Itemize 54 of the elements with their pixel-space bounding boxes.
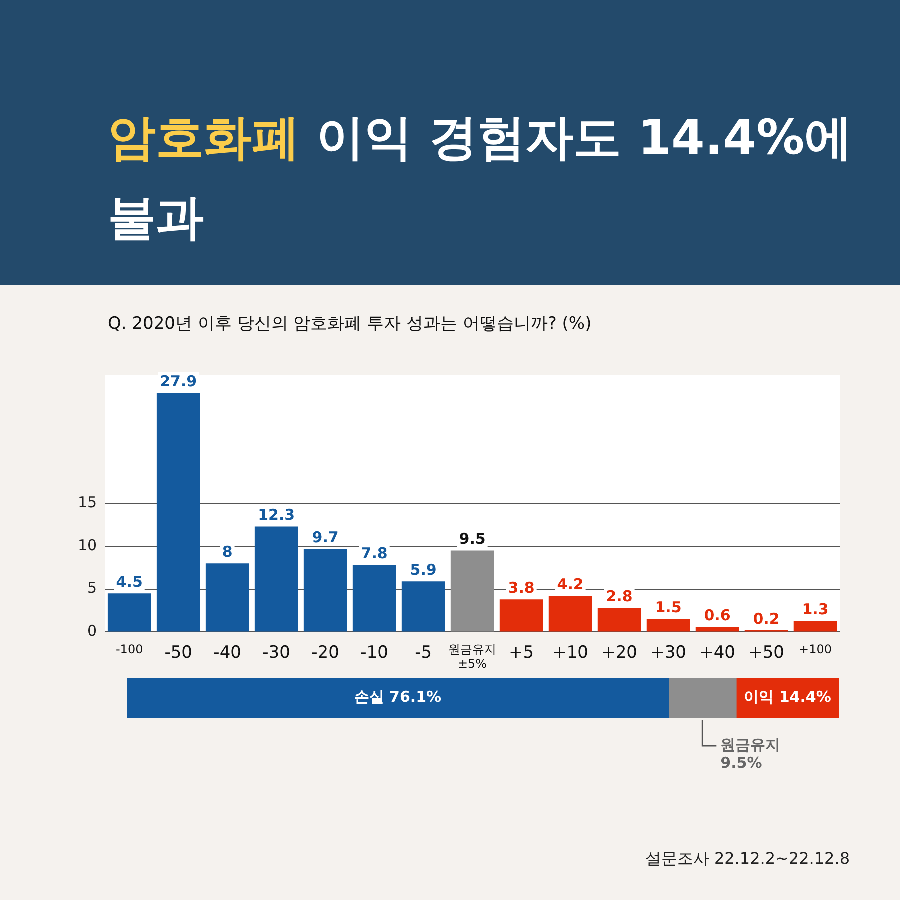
bar bbox=[696, 627, 740, 632]
x-tick-label: +20 bbox=[602, 642, 638, 663]
data-label: 9.7 bbox=[312, 528, 339, 546]
data-label: 원금유지 9.5% bbox=[720, 736, 781, 772]
data-label: 5.9 bbox=[410, 561, 437, 580]
bar bbox=[352, 565, 396, 632]
data-label: 1.3 bbox=[802, 600, 829, 618]
bar bbox=[598, 608, 642, 632]
bar bbox=[794, 621, 838, 632]
x-tick-label: +40 bbox=[700, 642, 736, 663]
data-label: 0.2 bbox=[753, 610, 780, 628]
x-tick-label: +50 bbox=[748, 642, 784, 663]
y-tick-label: 15 bbox=[78, 493, 98, 512]
data-label: 0.6 bbox=[704, 606, 731, 624]
bar bbox=[108, 594, 152, 632]
x-tick-label: -50 bbox=[164, 642, 192, 663]
bar bbox=[156, 393, 200, 632]
bar bbox=[206, 564, 250, 632]
data-label: 4.2 bbox=[557, 576, 584, 594]
y-tick-label: 10 bbox=[78, 536, 98, 554]
data-label: 2.8 bbox=[606, 588, 633, 606]
chart-title: 암호화폐 이익 경험자도 14.4%에 불과 bbox=[108, 110, 853, 246]
text: 설문조사 22.12.2~22.12.8 bbox=[645, 849, 850, 870]
data-label: 4.5 bbox=[116, 573, 143, 592]
x-tick-label: -10 bbox=[360, 642, 388, 663]
data-label: 7.8 bbox=[361, 544, 388, 563]
bar bbox=[646, 619, 690, 632]
x-tick-label: -30 bbox=[262, 642, 290, 663]
bar bbox=[254, 526, 298, 632]
x-tick-label: -5 bbox=[415, 642, 432, 663]
x-tick-label: +100 bbox=[799, 642, 832, 657]
data-label: 12.3 bbox=[258, 506, 296, 524]
bar bbox=[450, 550, 494, 632]
bar bbox=[548, 596, 592, 632]
bar bbox=[304, 549, 348, 632]
x-tick-label: -40 bbox=[214, 642, 242, 663]
y-tick-label: 0 bbox=[88, 622, 98, 640]
chart-subtitle: Q. 2020년 이후 당신의 암호화폐 투자 성과는 어떻습니까? (%) bbox=[108, 313, 592, 335]
bar bbox=[500, 600, 544, 632]
data-label: 27.9 bbox=[160, 372, 198, 390]
x-tick-label: -20 bbox=[312, 642, 340, 663]
x-tick-label: +10 bbox=[552, 642, 588, 663]
data-label: 3.8 bbox=[508, 579, 535, 598]
data-label: 8 bbox=[222, 543, 233, 562]
y-tick-label: 5 bbox=[88, 579, 98, 598]
x-tick-label: +30 bbox=[650, 642, 686, 663]
x-tick-label: 원금유지 ±5% bbox=[448, 642, 497, 671]
data-label: 손실 76.1% bbox=[354, 688, 442, 706]
x-tick-label: +5 bbox=[509, 642, 534, 663]
x-tick-label: -100 bbox=[116, 642, 144, 657]
data-label: 1.5 bbox=[655, 598, 682, 617]
data-label: 9.5 bbox=[459, 530, 486, 548]
data-label: 이익 14.4% bbox=[744, 688, 832, 706]
bar bbox=[402, 582, 446, 632]
